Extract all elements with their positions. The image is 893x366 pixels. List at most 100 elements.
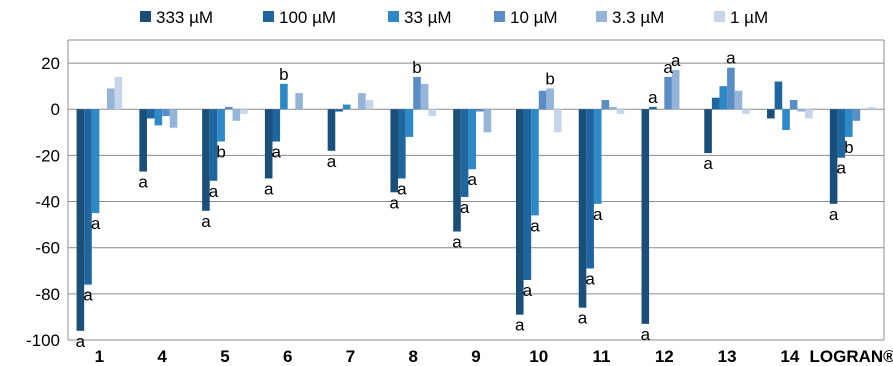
x-tick-label: 6 xyxy=(283,347,292,366)
bar xyxy=(453,109,461,232)
bar xyxy=(365,100,374,110)
annotation-label: a xyxy=(726,49,736,68)
bar xyxy=(224,106,233,110)
annotation-label: a xyxy=(397,179,407,198)
legend-label: 10 µM xyxy=(510,8,558,27)
x-tick-label: 5 xyxy=(220,347,229,366)
bar xyxy=(280,83,288,110)
bar xyxy=(586,109,594,269)
annotation-label: a xyxy=(671,51,681,70)
bar xyxy=(483,109,492,133)
annotation-label: a xyxy=(83,286,93,305)
bar xyxy=(782,109,790,130)
annotation-label: a xyxy=(836,159,846,178)
chart-legend: 333 µM 100 µM 33 µM 10 µM 3.3 µM 1 µM xyxy=(140,8,768,27)
x-tick-label: 12 xyxy=(655,347,674,366)
annotation-label: a xyxy=(272,143,282,162)
bar xyxy=(829,109,838,204)
bar xyxy=(601,100,610,110)
legend-label: 333 µM xyxy=(156,8,213,27)
annotation-label: a xyxy=(91,214,101,233)
y-tick-label: -60 xyxy=(35,239,60,258)
bar xyxy=(664,76,672,110)
y-tick-label: -40 xyxy=(35,193,60,212)
bar xyxy=(84,109,92,285)
y-tick-label: -80 xyxy=(35,285,60,304)
bar xyxy=(719,86,728,110)
annotation-label: a xyxy=(585,269,595,288)
y-tick-label: -100 xyxy=(26,331,60,350)
annotation-label: a xyxy=(578,309,588,328)
annotation-label: b xyxy=(279,65,288,84)
bar xyxy=(546,88,554,110)
annotation-label: a xyxy=(460,198,470,217)
bar xyxy=(420,83,429,110)
y-tick-label: 20 xyxy=(41,54,60,73)
bar xyxy=(805,109,813,119)
x-tick-label: 10 xyxy=(529,347,548,366)
bar xyxy=(428,109,437,117)
bar xyxy=(295,93,303,110)
annotation-label: a xyxy=(467,170,477,189)
x-tick-label: 13 xyxy=(718,347,737,366)
annotation-label: a xyxy=(515,316,525,335)
annotation-label: a xyxy=(523,281,533,300)
annotation-label: a xyxy=(452,233,462,252)
legend-swatch xyxy=(388,11,399,22)
legend-label: 3.3 µM xyxy=(612,8,664,27)
y-tick-label: -20 xyxy=(35,146,60,165)
bar xyxy=(468,109,476,170)
bar xyxy=(114,76,123,110)
bar xyxy=(398,109,406,179)
legend-label: 100 µM xyxy=(279,8,336,27)
bar xyxy=(476,109,484,112)
bar xyxy=(852,109,861,121)
bar xyxy=(671,70,680,110)
annotation-label: a xyxy=(389,193,399,212)
bar xyxy=(774,81,783,110)
legend-swatch xyxy=(494,11,505,22)
annotation-label: a xyxy=(703,154,713,173)
annotation-label: a xyxy=(76,332,86,351)
bar xyxy=(264,109,273,179)
annotation-label: b xyxy=(412,58,421,77)
bar xyxy=(139,109,147,172)
bar xyxy=(578,109,587,308)
bar xyxy=(272,109,281,142)
bar xyxy=(335,109,343,112)
bar xyxy=(553,109,562,133)
x-tick-label: 9 xyxy=(471,347,480,366)
y-tick-label: 0 xyxy=(51,100,60,119)
bar xyxy=(742,109,750,114)
annotation-label: a xyxy=(209,182,219,201)
bar xyxy=(217,109,225,142)
annotation-label: b xyxy=(844,138,853,157)
bar xyxy=(837,109,846,158)
annotation-label: a xyxy=(530,216,540,235)
x-tick-label: 14 xyxy=(780,347,799,366)
x-tick-label: 7 xyxy=(346,347,355,366)
bar xyxy=(711,97,720,110)
bar xyxy=(523,109,532,280)
bar xyxy=(616,109,625,114)
annotation-label: b xyxy=(545,69,554,88)
bar xyxy=(531,109,539,216)
bar xyxy=(202,109,210,211)
annotation-label: a xyxy=(327,152,337,171)
gridlines xyxy=(68,39,884,341)
x-tick-label: 4 xyxy=(157,347,167,366)
bar xyxy=(797,109,806,112)
annotation-label: a xyxy=(264,179,274,198)
bar xyxy=(209,109,218,181)
bar xyxy=(162,109,170,117)
x-tick-label: 11 xyxy=(593,347,611,366)
bar xyxy=(734,90,743,110)
x-tick-label: LOGRAN® xyxy=(810,347,893,366)
bars xyxy=(76,67,876,331)
annotation-label: a xyxy=(829,205,839,224)
x-tick-label: 1 xyxy=(95,347,104,366)
legend-swatch xyxy=(596,11,607,22)
bar xyxy=(609,106,617,110)
bar xyxy=(232,109,241,121)
